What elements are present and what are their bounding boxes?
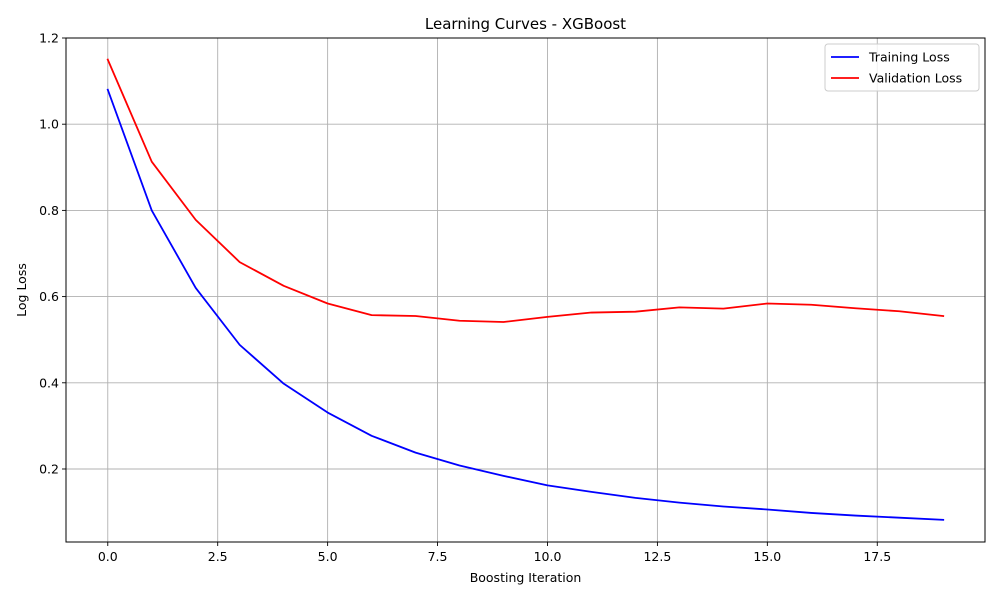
y-tick-label: 0.4 [39, 375, 59, 390]
legend: Training Loss Validation Loss [824, 43, 980, 92]
x-axis-label: Boosting Iteration [470, 570, 582, 585]
y-tick-label: 0.6 [39, 289, 59, 304]
y-tick-label: 0.8 [39, 203, 59, 218]
x-tick-label: 0.0 [98, 549, 118, 564]
chart-title: Learning Curves - XGBoost [425, 15, 626, 33]
y-tick-label: 1.2 [39, 31, 59, 46]
y-tick-label: 0.2 [39, 461, 59, 476]
legend-box [824, 43, 980, 92]
x-tick-label: 7.5 [428, 549, 448, 564]
y-axis-label: Log Loss [14, 263, 29, 317]
validation-loss-line [106, 58, 945, 323]
series-layer [106, 58, 945, 521]
legend-label-validation: Validation Loss [869, 71, 962, 86]
training-loss-line [106, 88, 945, 521]
x-tick-label: 5.0 [318, 549, 338, 564]
legend-label-training: Training Loss [868, 50, 950, 65]
x-tick-label: 2.5 [208, 549, 228, 564]
grid [66, 37, 985, 542]
x-tick-label: 12.5 [643, 549, 671, 564]
axis-ticks: 0.0 2.5 5.0 7.5 10.0 12.5 15.0 17.5 0.2 0.4 0.6 0.8… [39, 31, 891, 565]
y-tick-label: 1.0 [39, 117, 59, 132]
x-tick-label: 10.0 [534, 549, 562, 564]
x-tick-label: 15.0 [753, 549, 781, 564]
plot-frame [65, 37, 986, 543]
x-tick-label: 17.5 [863, 549, 891, 564]
